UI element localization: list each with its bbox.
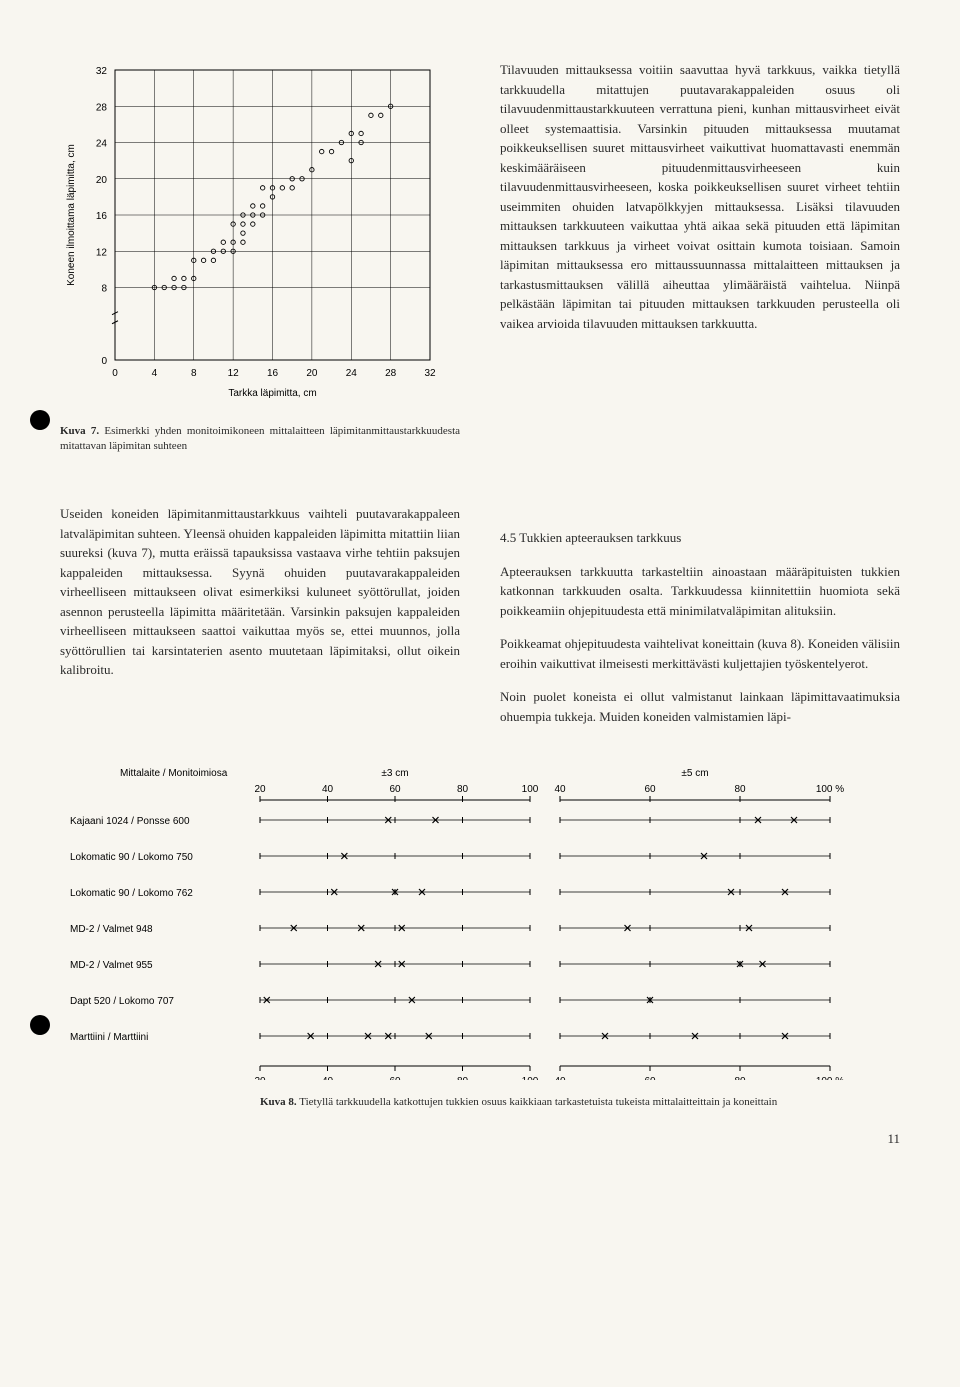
- paragraph: Poikkeamat ohjepituudesta vaihtelivat ko…: [500, 634, 900, 673]
- paragraph: Tilavuuden mittauksessa voitiin saavutta…: [500, 60, 900, 333]
- svg-text:Tarkka läpimitta, cm: Tarkka läpimitta, cm: [228, 388, 316, 399]
- svg-text:20: 20: [254, 784, 266, 795]
- figure-8-chart: Mittalaite / Monitoimiosa ±3 cm ±5 cm 20 40 6…: [60, 760, 900, 1085]
- middle-two-column: Useiden koneiden läpimitanmittaustarkkuu…: [60, 504, 900, 740]
- svg-text:40: 40: [322, 1076, 334, 1080]
- left-column: 0 4 8 12 16 20 24 28 32 0 8 12 16 20 24 28 32 Tarkka läpi…: [60, 60, 460, 474]
- bullet-marker: [30, 410, 50, 430]
- paragraph: Noin puolet koneista ei ollut valmistanu…: [500, 687, 900, 726]
- svg-text:20: 20: [96, 175, 108, 186]
- svg-text:60: 60: [389, 784, 401, 795]
- svg-text:Lokomatic 90 / Lokomo 750: Lokomatic 90 / Lokomo 750: [70, 852, 193, 863]
- svg-text:4: 4: [152, 368, 158, 379]
- svg-text:28: 28: [385, 368, 397, 379]
- svg-text:±5 cm: ±5 cm: [681, 768, 708, 779]
- svg-text:32: 32: [424, 368, 436, 379]
- section-heading: 4.5 Tukkien apteerauksen tarkkuus: [500, 528, 900, 548]
- svg-text:60: 60: [644, 784, 656, 795]
- svg-text:20: 20: [306, 368, 318, 379]
- figure-8-caption: Kuva 8. Tietyllä tarkkuudella katkottuje…: [260, 1095, 900, 1110]
- svg-text:80: 80: [457, 1076, 469, 1080]
- svg-text:24: 24: [346, 368, 358, 379]
- caption-text: Esimerkki yhden monitoimikoneen mittalai…: [60, 425, 460, 452]
- figure-7-caption: Kuva 7. Esimerkki yhden monitoimikoneen …: [60, 424, 460, 455]
- bullet-marker: [30, 1015, 50, 1035]
- svg-text:Kajaani 1024 / Ponsse 600: Kajaani 1024 / Ponsse 600: [70, 816, 190, 827]
- svg-text:12: 12: [228, 368, 240, 379]
- svg-text:16: 16: [267, 368, 279, 379]
- svg-text:Koneen ilmoittama läpimitta, c: Koneen ilmoittama läpimitta, cm: [66, 144, 77, 286]
- svg-text:100 %: 100 %: [816, 784, 844, 795]
- svg-text:32: 32: [96, 66, 108, 77]
- left-column-mid: Useiden koneiden läpimitanmittaustarkkuu…: [60, 504, 460, 740]
- svg-text:60: 60: [389, 1076, 401, 1080]
- svg-text:40: 40: [322, 784, 334, 795]
- figure-7-chart: 0 4 8 12 16 20 24 28 32 0 8 12 16 20 24 28 32 Tarkka läpi…: [60, 60, 460, 406]
- svg-text:12: 12: [96, 247, 108, 258]
- svg-text:8: 8: [191, 368, 197, 379]
- svg-text:60: 60: [644, 1076, 656, 1080]
- svg-text:80: 80: [734, 1076, 746, 1080]
- svg-text:0: 0: [101, 356, 107, 367]
- right-column-top: Tilavuuden mittauksessa voitiin saavutta…: [500, 60, 900, 474]
- svg-text:16: 16: [96, 211, 108, 222]
- caption-label: Kuva 8.: [260, 1096, 297, 1108]
- svg-text:28: 28: [96, 102, 108, 113]
- svg-text:100 %: 100 %: [816, 1076, 844, 1080]
- svg-text:8: 8: [101, 284, 107, 295]
- right-column-mid: 4.5 Tukkien apteerauksen tarkkuus Apteer…: [500, 504, 900, 740]
- svg-text:Lokomatic 90 / Lokomo 762: Lokomatic 90 / Lokomo 762: [70, 888, 193, 899]
- svg-text:80: 80: [734, 784, 746, 795]
- svg-text:80: 80: [457, 784, 469, 795]
- svg-text:0: 0: [112, 368, 118, 379]
- svg-text:MD-2 / Valmet 955: MD-2 / Valmet 955: [70, 960, 153, 971]
- svg-text:MD-2 / Valmet 948: MD-2 / Valmet 948: [70, 924, 153, 935]
- svg-text:40: 40: [554, 1076, 566, 1080]
- caption-label: Kuva 7.: [60, 425, 99, 437]
- svg-text:100: 100: [522, 1076, 539, 1080]
- paragraph: Useiden koneiden läpimitanmittaustarkkuu…: [60, 504, 460, 680]
- top-two-column: 0 4 8 12 16 20 24 28 32 0 8 12 16 20 24 28 32 Tarkka läpi…: [60, 60, 900, 474]
- svg-text:Mittalaite / Monitoimiosa: Mittalaite / Monitoimiosa: [120, 768, 228, 779]
- svg-text:100: 100: [522, 784, 539, 795]
- svg-text:±3 cm: ±3 cm: [381, 768, 408, 779]
- svg-text:Marttiini / Marttiini: Marttiini / Marttiini: [70, 1032, 148, 1043]
- page-number: 11: [60, 1131, 900, 1147]
- paragraph: Apteerauksen tarkkuutta tarkasteltiin ai…: [500, 562, 900, 621]
- svg-text:Dapt 520 / Lokomo 707: Dapt 520 / Lokomo 707: [70, 996, 174, 1007]
- caption-text: Tietyllä tarkkuudella katkottujen tukkie…: [299, 1096, 777, 1108]
- svg-text:40: 40: [554, 784, 566, 795]
- svg-text:20: 20: [254, 1076, 266, 1080]
- svg-text:24: 24: [96, 139, 108, 150]
